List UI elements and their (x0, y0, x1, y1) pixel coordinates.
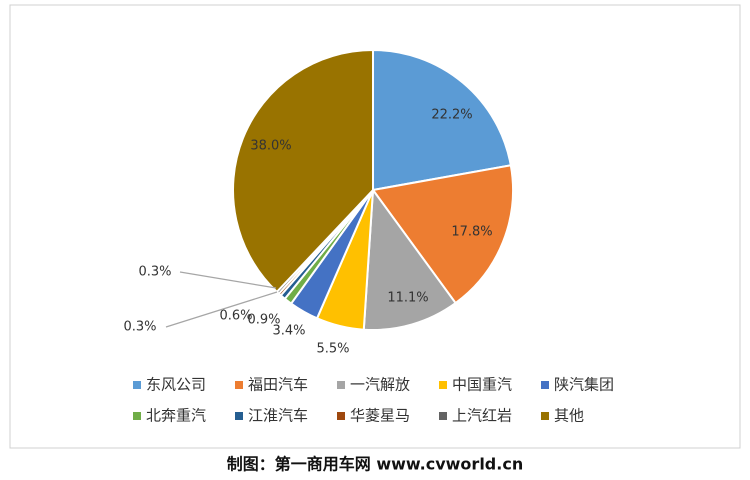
data-label: 0.9% (247, 313, 280, 328)
data-label: 17.8% (451, 225, 492, 240)
data-label: 0.3% (123, 320, 156, 335)
legend-swatch (235, 412, 243, 420)
legend-swatch (133, 412, 141, 420)
data-label: 3.4% (272, 324, 305, 339)
legend-swatch (133, 381, 141, 389)
data-label: 0.6% (219, 309, 252, 324)
legend-swatch (337, 412, 345, 420)
data-label: 38.0% (250, 139, 291, 154)
legend-label: 一汽解放 (350, 376, 410, 394)
pie-slice (232, 48, 374, 294)
legend-swatch (541, 381, 549, 389)
legend-label: 华菱星马 (350, 407, 410, 425)
legend-swatch (439, 381, 447, 389)
legend-swatch (541, 412, 549, 420)
data-label: 0.3% (138, 265, 171, 280)
legend-label: 福田汽车 (248, 376, 308, 394)
legend-label: 其他 (554, 407, 584, 425)
data-label: 22.2% (431, 108, 472, 123)
legend-label: 东风公司 (146, 376, 206, 394)
data-label: 11.1% (387, 291, 428, 306)
pie-slice (362, 187, 457, 331)
legend-label: 中国重汽 (452, 376, 512, 394)
legend-label: 陕汽集团 (554, 376, 614, 394)
legend-label: 上汽红岩 (452, 407, 512, 425)
pie-slice (371, 164, 514, 305)
source: 制图：第一商用车网 www.cvworld.cn (227, 455, 523, 474)
legend-label: 江淮汽车 (248, 407, 308, 425)
leader-line (179, 271, 277, 289)
legend-swatch (337, 381, 345, 389)
legend-label: 北奔重汽 (146, 407, 206, 425)
pie-slice (372, 48, 512, 192)
leader-line (165, 291, 278, 328)
legend-swatch (439, 412, 447, 420)
legend-swatch (235, 381, 243, 389)
data-label: 5.5% (316, 342, 349, 357)
